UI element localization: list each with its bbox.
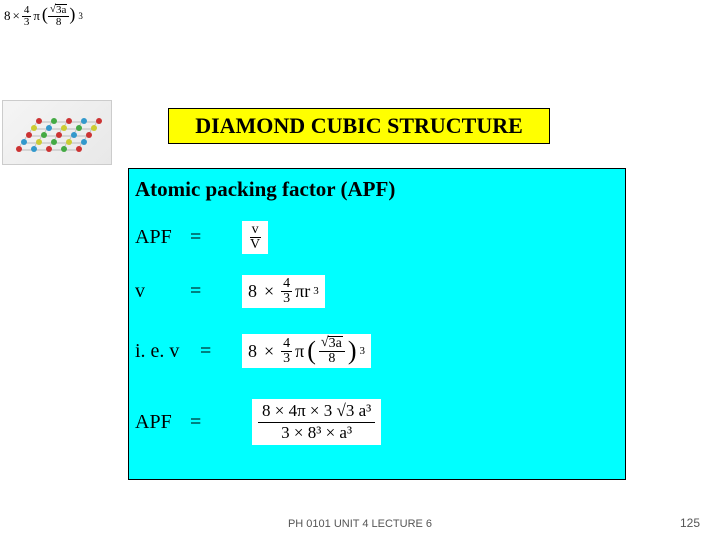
subtitle: Atomic packing factor (APF) — [129, 169, 625, 206]
footer-text: PH 0101 UNIT 4 LECTURE 6 — [0, 518, 720, 530]
row-apf-def: APF = v V — [129, 212, 625, 262]
label-apf: APF — [135, 226, 190, 249]
eq-pi: π — [33, 8, 40, 24]
label-apf2: APF — [135, 411, 190, 434]
equals: = — [190, 280, 210, 303]
eq-times: × — [13, 8, 20, 24]
eq-lead: 8 — [4, 8, 11, 24]
label-ie-v: i. e. v — [135, 340, 200, 363]
math-v-over-V: v V — [242, 221, 268, 254]
eq-exp: 3 — [78, 11, 83, 21]
page-number: 125 — [680, 516, 700, 530]
eq-frac-4-3: 4 3 — [22, 5, 32, 28]
top-equation-fragment: 8 × 4 3 π ( 3a 8 ) 3 — [4, 4, 83, 28]
slide-title: DIAMOND CUBIC STRUCTURE — [168, 108, 550, 144]
math-ie-v: 8 × 4 3 π ( 3a 8 )3 — [242, 334, 371, 368]
row-apf-final: APF = 8 × 4π × 3 √3 a³ 3 × 8³ × a³ — [129, 390, 625, 454]
label-v: v — [135, 280, 190, 303]
row-v-def: v = 8 × 4 3 πr3 — [129, 266, 625, 316]
row-ie-v: i. e. v = 8 × 4 3 π ( 3a 8 )3 — [129, 320, 625, 382]
equals: = — [190, 226, 210, 249]
content-panel: Atomic packing factor (APF) APF = v V v … — [128, 168, 626, 480]
cube-structure-image — [2, 100, 112, 165]
math-final: 8 × 4π × 3 √3 a³ 3 × 8³ × a³ — [252, 399, 381, 445]
equals: = — [190, 411, 210, 434]
math-8-4-3-pir3: 8 × 4 3 πr3 — [242, 275, 325, 308]
eq-root-frac: 3a 8 — [48, 4, 69, 28]
equals: = — [200, 340, 220, 363]
